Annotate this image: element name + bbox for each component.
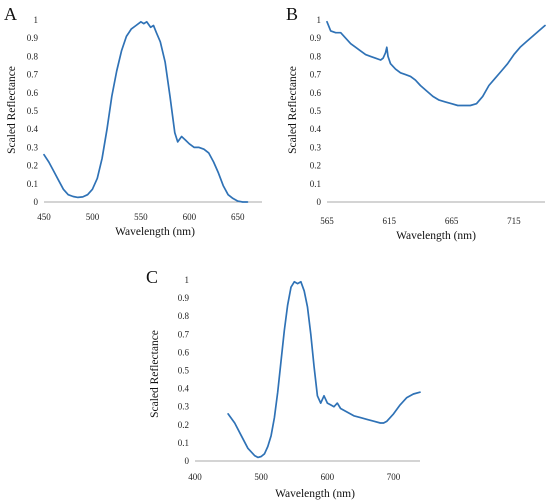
panel-b-x-ticks: 565 615 665 715 (320, 216, 521, 226)
panel-a-y-tick-label: 0.7 (27, 70, 39, 80)
panel-a: A Scaled Reflectance Wavelength (nm) 450… (4, 4, 262, 238)
panel-c-x-tick-label: 500 (254, 472, 268, 482)
panel-c-y-tick-label: 0.6 (178, 347, 190, 357)
panel-a-y-tick-label: 0 (34, 197, 39, 207)
panel-a-y-tick-label: 0.9 (27, 33, 39, 43)
panel-a-letter: A (4, 4, 17, 24)
panel-b-y-tick-label: 0.9 (310, 33, 322, 43)
panel-c-x-tick-label: 400 (188, 472, 202, 482)
panel-a-y-tick-label: 0.6 (27, 88, 39, 98)
panel-a-y-tick-label: 0.4 (27, 124, 39, 134)
panel-c-y-tick-label: 0.7 (178, 329, 190, 339)
panel-c-y-tick-label: 0.9 (178, 293, 190, 303)
panel-b-y-ticks: 0 0.1 0.2 0.3 0.4 0.5 0.6 0.7 0.8 0.9 1 (310, 15, 322, 207)
panel-c-x-axis-title: Wavelength (nm) (275, 488, 355, 500)
panel-b-x-tick-label: 565 (320, 216, 334, 226)
panel-b: B Scaled Reflectance Wavelength (nm) 565… (286, 4, 546, 242)
panel-a-y-tick-label: 0.2 (27, 161, 38, 171)
panel-b-x-axis-title: Wavelength (nm) (396, 230, 476, 242)
panel-c-y-tick-label: 0.8 (178, 311, 190, 321)
panel-a-y-ticks: 0 0.1 0.2 0.3 0.4 0.5 0.6 0.7 0.8 0.9 1 (27, 15, 39, 207)
panel-a-y-tick-label: 0.5 (27, 106, 39, 116)
panel-c-x-ticks: 400 500 600 700 (188, 472, 401, 482)
panel-b-x-tick-label: 715 (507, 216, 521, 226)
panel-c-letter: C (146, 267, 158, 287)
panel-b-letter: B (286, 4, 298, 24)
panel-a-x-tick-label: 650 (231, 212, 245, 222)
panel-a-x-tick-label: 450 (37, 212, 51, 222)
panel-b-y-tick-label: 0.6 (310, 88, 322, 98)
panel-a-x-tick-label: 600 (183, 212, 197, 222)
panel-a-x-axis-title: Wavelength (nm) (115, 226, 195, 238)
panel-b-x-tick-label: 615 (383, 216, 397, 226)
panel-b-y-tick-label: 0 (317, 197, 322, 207)
panel-b-y-tick-label: 1 (317, 15, 322, 25)
panel-b-y-tick-label: 0.8 (310, 51, 322, 61)
panel-a-y-tick-label: 0.3 (27, 142, 39, 152)
panel-c-y-tick-label: 0.2 (178, 420, 189, 430)
panel-a-x-tick-label: 500 (86, 212, 100, 222)
panel-c-y-tick-label: 0.4 (178, 384, 190, 394)
panel-a-x-ticks: 450 500 550 600 650 (37, 212, 245, 222)
panel-c-reflectance-line (227, 280, 421, 459)
panel-c-x-tick-label: 600 (321, 472, 335, 482)
panel-c-y-tick-label: 0.1 (178, 438, 189, 448)
panel-c-y-ticks: 0 0.1 0.2 0.3 0.4 0.5 0.6 0.7 0.8 0.9 1 (178, 275, 190, 466)
panel-b-y-tick-label: 0.4 (310, 124, 322, 134)
panel-b-y-tick-label: 0.5 (310, 106, 322, 116)
panel-c-x-tick-label: 700 (387, 472, 401, 482)
panel-c-y-tick-label: 0.5 (178, 366, 190, 376)
panel-a-y-tick-label: 0.1 (27, 179, 38, 189)
panel-a-reflectance-line (43, 20, 249, 203)
panel-a-y-tick-label: 1 (34, 15, 39, 25)
panel-c-y-tick-label: 0 (185, 456, 190, 466)
panel-b-y-tick-label: 0.1 (310, 179, 321, 189)
panel-c-y-tick-label: 0.3 (178, 402, 190, 412)
panel-a-x-tick-label: 550 (134, 212, 148, 222)
panel-a-y-axis-title: Scaled Reflectance (6, 66, 18, 154)
panel-c-y-tick-label: 1 (185, 275, 190, 285)
panel-c: C Scaled Reflectance Wavelength (nm) 400… (146, 267, 421, 500)
panel-a-y-tick-label: 0.8 (27, 51, 39, 61)
panel-b-x-tick-label: 665 (445, 216, 459, 226)
panel-b-y-tick-label: 0.2 (310, 161, 321, 171)
panel-b-y-tick-label: 0.3 (310, 142, 322, 152)
panel-b-reflectance-line (326, 20, 546, 107)
panel-c-y-axis-title: Scaled Reflectance (149, 330, 161, 418)
panel-b-y-tick-label: 0.7 (310, 70, 322, 80)
panel-b-y-axis-title: Scaled Reflectance (287, 66, 299, 154)
